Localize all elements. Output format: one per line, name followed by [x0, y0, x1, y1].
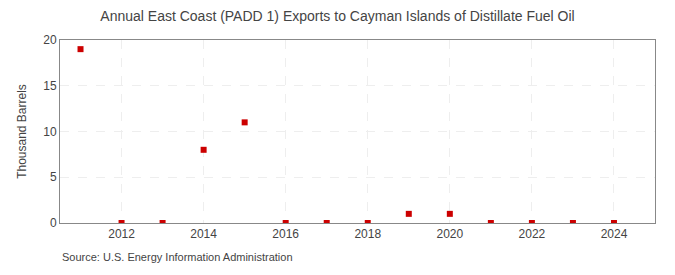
svg-text:2024: 2024: [601, 227, 628, 241]
svg-text:Thousand Barrels: Thousand Barrels: [15, 84, 29, 179]
svg-text:2012: 2012: [108, 227, 135, 241]
svg-text:20: 20: [43, 33, 57, 47]
svg-text:Source: U.S. Energy Informatio: Source: U.S. Energy Information Administ…: [62, 251, 293, 263]
svg-text:2018: 2018: [354, 227, 381, 241]
svg-text:2016: 2016: [272, 227, 299, 241]
svg-text:Annual East Coast (PADD 1) Exp: Annual East Coast (PADD 1) Exports to Ca…: [100, 8, 574, 24]
svg-text:5: 5: [50, 170, 57, 184]
svg-text:0: 0: [50, 216, 57, 230]
svg-text:15: 15: [43, 79, 57, 93]
svg-text:2014: 2014: [190, 227, 217, 241]
svg-text:2020: 2020: [436, 227, 463, 241]
svg-text:10: 10: [43, 125, 57, 139]
svg-text:2022: 2022: [519, 227, 546, 241]
